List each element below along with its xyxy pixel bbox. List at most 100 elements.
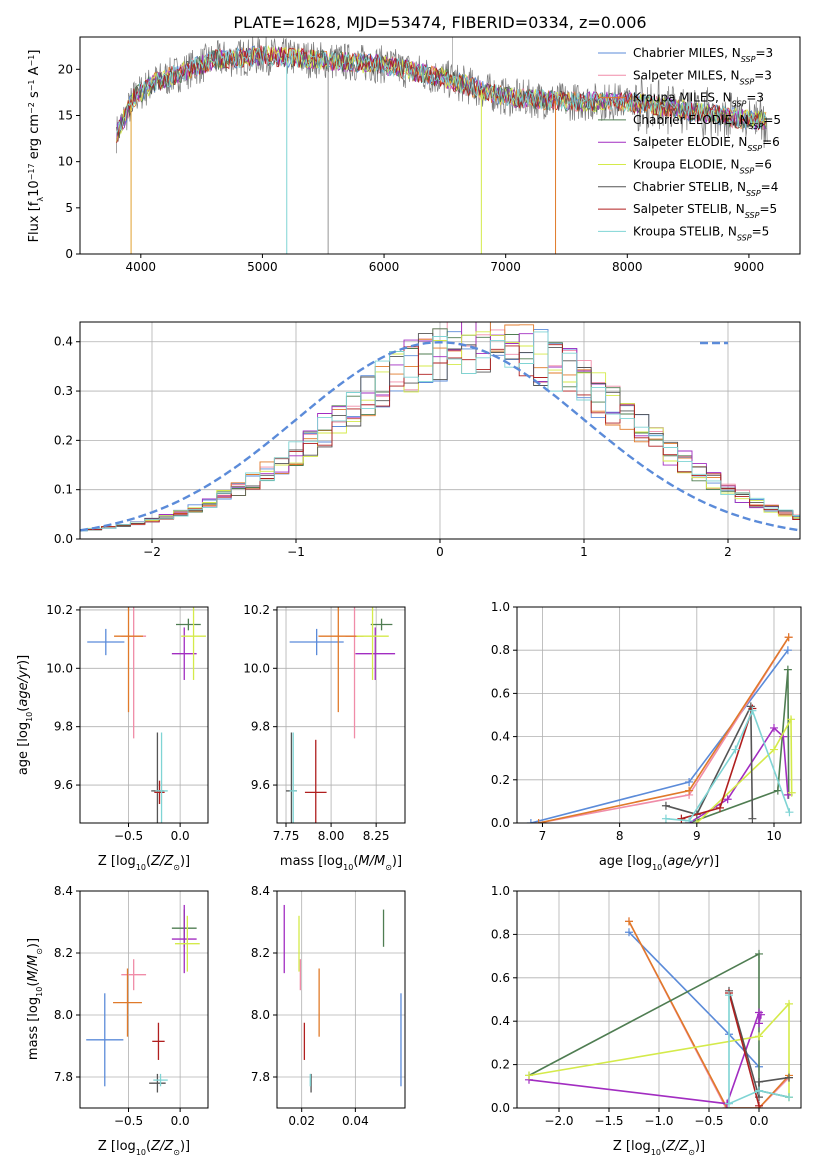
x-axis-label: age [log10(age/yr)] — [599, 854, 719, 872]
mass-weight-marker-kroupa_elodie — [786, 715, 795, 724]
y-tick-label: 0.1 — [54, 483, 73, 497]
mass-weight-marker-chabrier_stelib — [661, 801, 670, 810]
y-tick-label: 8.0 — [251, 1008, 270, 1022]
x-tick-label: −0.5 — [114, 829, 143, 843]
x-tick-label: 7 — [539, 829, 547, 843]
x-axis-label: Z [log10(Z/Z⊙)] — [98, 854, 190, 872]
x-tick-label: 8 — [616, 829, 624, 843]
y-tick-label: 10.2 — [243, 603, 270, 617]
x-tick-label: 6000 — [369, 260, 400, 274]
residual-histogram-kroupa_stelib — [80, 331, 800, 532]
y-tick-label: 0.0 — [54, 532, 73, 546]
y-tick-label: 8.2 — [251, 946, 270, 960]
mass-weight-marker-salpeter_elodie — [755, 1019, 763, 1028]
y-tick-label: 0.2 — [491, 773, 510, 787]
y-tick-label: 8.4 — [251, 884, 270, 898]
x-axis-label: Z [log10(Z/Z⊙)] — [613, 1139, 705, 1157]
mass-vs-metallicity-panel: −0.5 0.0 7.8 8.0 8.2 8.4 Z [log10(Z/Z⊙)] mass [… — [26, 884, 209, 1157]
mass-weight-line-kroupa_elodie — [528, 1001, 790, 1098]
x-tick-label: −1.0 — [644, 1114, 673, 1128]
y-tick-label: 7.8 — [54, 1070, 73, 1084]
x-tick-label: −2 — [143, 545, 161, 559]
y-tick-label: 0.8 — [491, 927, 510, 941]
x-tick-label: −2.0 — [544, 1114, 573, 1128]
mass-weight-marker-chabrier_elodie — [783, 665, 792, 674]
y-tick-label: 0.3 — [54, 384, 73, 398]
x-tick-label: 0.0 — [171, 1114, 190, 1128]
y-axis-label: Flux [fλ10−17 erg cm−2 s−1 A−1] — [27, 50, 45, 243]
x-tick-label: −0.5 — [694, 1114, 723, 1128]
mass-weight-marker-salpeter_elodie — [755, 1008, 763, 1017]
y-tick-label: 0.6 — [491, 686, 510, 700]
plot-area — [526, 633, 796, 823]
x-tick-label: −0.5 — [114, 1114, 143, 1128]
mass-weight-vs-metallicity-panel: −2.0 −1.5 −1.0 −0.5 0.0 0.0 0.2 0.4 0.6 0.8 1.0 Z [… — [491, 884, 802, 1157]
mass-weight-marker-chabrier_elodie — [755, 949, 763, 958]
x-tick-label: 2 — [724, 545, 732, 559]
y-tick-label: 1.0 — [491, 600, 510, 614]
legend-entry: Chabrier ELODIE, NSSP=5 — [633, 113, 781, 130]
mass-weight-marker-chabrier_miles — [625, 928, 633, 937]
y-tick-label: 0.8 — [491, 643, 510, 657]
mass-weight-marker-kroupa_stelib — [755, 1086, 763, 1095]
residual-histogram-chabrier_elodie — [80, 328, 800, 531]
legend-entry: Kroupa MILES, NSSP=3 — [633, 91, 764, 109]
age-vs-mass-panel: 7.75 8.00 8.25 9.6 9.8 10.0 10.2 mass [log10(M/… — [243, 603, 406, 872]
y-tick-label: 0.2 — [54, 433, 73, 447]
axes-frame — [79, 890, 209, 1109]
mass-weight-marker-kroupa_miles — [625, 917, 633, 926]
plot-area — [80, 322, 800, 532]
y-tick-label: 0.0 — [491, 1101, 510, 1115]
mass-weight-marker-chabrier_elodie — [773, 786, 782, 795]
y-tick-label: 9.6 — [54, 778, 73, 792]
mass-weight-marker-kroupa_elodie — [525, 1071, 533, 1080]
y-tick-label: 10.2 — [46, 603, 73, 617]
mass-weight-marker-salpeter_elodie — [757, 1010, 765, 1019]
mass-weight-marker-kroupa_stelib — [661, 814, 670, 823]
axes-frame — [276, 890, 406, 1109]
mass-weight-marker-salpeter_stelib — [677, 814, 686, 823]
y-tick-label: 0.0 — [491, 816, 510, 830]
y-tick-label: 15 — [58, 108, 73, 122]
mass-weight-marker-salpeter_elodie — [723, 795, 732, 804]
y-tick-label: 7.8 — [251, 1070, 270, 1084]
x-tick-label: 8.25 — [363, 829, 390, 843]
y-tick-label: 5 — [65, 201, 73, 215]
mass-weight-vs-age-panel: 7 8 9 10 0.0 0.2 0.4 0.6 0.8 1.0 age [log10(age/yr… — [491, 600, 802, 872]
mass-weight-marker-kroupa_stelib — [785, 1093, 793, 1102]
y-tick-label: 9.6 — [251, 778, 270, 792]
mass-weight-marker-salpeter_elodie — [783, 790, 792, 799]
x-tick-label: 0.0 — [171, 829, 190, 843]
legend: Chabrier MILES, NSSP=3 Salpeter MILES, NS… — [598, 46, 781, 242]
plot-area — [283, 904, 402, 1093]
x-tick-label: −1 — [287, 545, 305, 559]
mass-weight-line-kroupa_stelib — [665, 708, 791, 822]
legend-entry: Chabrier STELIB, NSSP=4 — [633, 180, 778, 198]
y-tick-label: 9.8 — [54, 720, 73, 734]
mass-weight-marker-salpeter_stelib — [715, 803, 724, 812]
mass-weight-marker-kroupa_miles — [534, 819, 543, 823]
mass-weight-line-chabrier_elodie — [688, 669, 790, 823]
mass-weight-marker-chabrier_stelib — [785, 1073, 793, 1082]
figure-title: PLATE=1628, MJD=53474, FIBERID=0334, z=0… — [233, 13, 646, 32]
mass-weight-marker-kroupa_stelib — [785, 808, 794, 817]
plot-area — [116, 37, 768, 254]
mass-weight-marker-kroupa_stelib — [748, 706, 757, 715]
mass-weight-marker-chabrier_stelib — [748, 814, 757, 823]
residual-histogram-salpeter_stelib — [80, 344, 800, 531]
y-tick-label: 9.8 — [251, 720, 270, 734]
mass-weight-marker-kroupa_elodie — [785, 999, 793, 1008]
mass-weight-marker-chabrier_miles — [783, 646, 792, 655]
axes-frame — [79, 606, 209, 824]
x-tick-label: 5000 — [247, 260, 278, 274]
x-tick-label: 10 — [766, 829, 781, 843]
mass-weight-marker-kroupa_miles — [685, 786, 694, 795]
x-tick-label: −1.5 — [594, 1114, 623, 1128]
axes-frame — [276, 606, 406, 824]
y-tick-label: 20 — [58, 62, 73, 76]
mass-weight-line-salpeter_elodie — [528, 1012, 762, 1105]
mass-weight-marker-chabrier_miles — [526, 819, 535, 823]
legend-entry: Salpeter ELODIE, NSSP=6 — [633, 135, 780, 153]
x-tick-label: 7000 — [490, 260, 521, 274]
x-tick-label: 0 — [436, 545, 444, 559]
